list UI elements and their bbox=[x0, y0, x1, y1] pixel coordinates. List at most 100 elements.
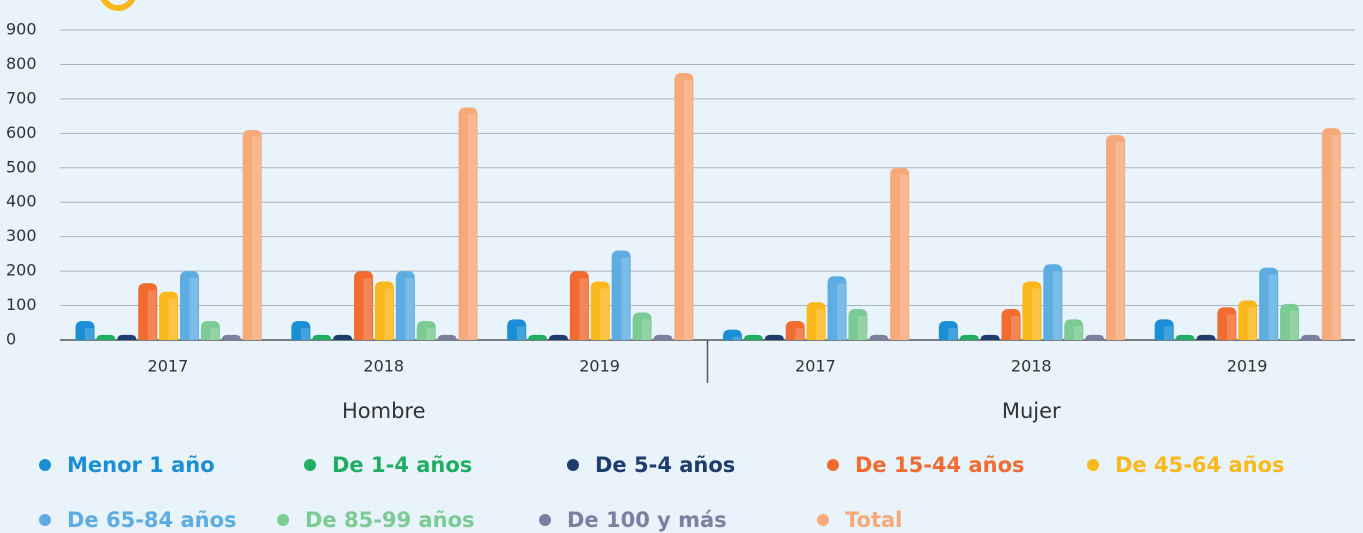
bar bbox=[1196, 334, 1216, 340]
bar bbox=[723, 329, 742, 340]
legend-label: De 5-4 años bbox=[595, 453, 735, 477]
y-tick-label: 600 bbox=[6, 123, 37, 142]
bar-highlight bbox=[147, 290, 157, 340]
bar bbox=[138, 283, 158, 340]
bar bbox=[743, 334, 763, 340]
bar-highlight bbox=[795, 328, 804, 340]
bar bbox=[890, 167, 910, 340]
legend-marker bbox=[39, 459, 51, 471]
bar bbox=[785, 321, 805, 340]
bar bbox=[674, 73, 694, 341]
bar-highlight bbox=[1268, 274, 1278, 340]
y-tick-label: 500 bbox=[6, 157, 37, 176]
bar bbox=[1085, 334, 1105, 340]
bar bbox=[590, 281, 610, 340]
legend-marker bbox=[539, 514, 551, 526]
y-tick-label: 100 bbox=[6, 295, 37, 314]
bar-highlight bbox=[468, 114, 477, 340]
legend-label: De 65-84 años bbox=[67, 508, 237, 532]
bar-highlight bbox=[189, 278, 198, 340]
bar-highlight bbox=[899, 174, 909, 340]
bar-highlight bbox=[252, 136, 261, 340]
bar bbox=[653, 334, 673, 340]
bar bbox=[1022, 281, 1042, 340]
x-tick-label: 2019 bbox=[1227, 357, 1268, 376]
bar bbox=[354, 271, 374, 340]
bar bbox=[827, 276, 847, 340]
bar bbox=[1175, 334, 1195, 340]
y-tick-label: 200 bbox=[6, 261, 37, 280]
bar bbox=[437, 334, 457, 340]
bar-highlight bbox=[1011, 316, 1020, 340]
bar-highlight bbox=[384, 288, 393, 340]
bar-highlight bbox=[1331, 135, 1340, 340]
bar-highlight bbox=[168, 298, 178, 340]
bar-highlight bbox=[642, 319, 651, 340]
bar bbox=[312, 334, 332, 340]
bar bbox=[458, 107, 478, 340]
legend-marker bbox=[304, 459, 316, 471]
bar-highlight bbox=[210, 328, 219, 340]
bar-highlight bbox=[363, 278, 373, 340]
bar bbox=[200, 321, 220, 340]
bar bbox=[117, 334, 137, 340]
bar-highlight bbox=[1052, 271, 1062, 340]
bar-highlight bbox=[516, 326, 526, 340]
bar bbox=[869, 334, 889, 340]
decoration bbox=[100, 0, 136, 11]
bar-highlight bbox=[621, 257, 630, 340]
x-tick-label: 2018 bbox=[363, 357, 404, 376]
bar bbox=[1259, 267, 1279, 340]
x-tick-label: 2019 bbox=[579, 357, 620, 376]
x-tick-label: 2017 bbox=[148, 357, 189, 376]
bar-highlight bbox=[732, 336, 741, 340]
bar bbox=[1280, 303, 1300, 340]
bar bbox=[1001, 309, 1021, 340]
bar-highlight bbox=[1226, 314, 1236, 340]
bar bbox=[632, 312, 652, 340]
legend-marker bbox=[39, 514, 51, 526]
bar-highlight bbox=[300, 328, 310, 340]
legend-marker bbox=[827, 459, 839, 471]
bar bbox=[159, 291, 179, 340]
bar bbox=[806, 302, 826, 340]
bar bbox=[180, 271, 199, 340]
bar bbox=[507, 319, 527, 340]
group-label: Mujer bbox=[1002, 399, 1061, 423]
legend-label: De 100 y más bbox=[567, 508, 727, 532]
y-tick-label: 0 bbox=[6, 330, 16, 349]
bar bbox=[528, 334, 548, 340]
y-tick-label: 700 bbox=[6, 88, 37, 107]
bar-highlight bbox=[85, 328, 94, 340]
bar bbox=[333, 334, 353, 340]
bar bbox=[291, 321, 311, 340]
bar bbox=[1321, 128, 1341, 340]
bar-highlight bbox=[1289, 310, 1299, 340]
bar bbox=[1154, 319, 1174, 340]
x-tick-label: 2018 bbox=[1011, 357, 1052, 376]
bar bbox=[1064, 319, 1084, 340]
bar bbox=[959, 334, 979, 340]
legend-marker bbox=[817, 514, 829, 526]
bar bbox=[374, 281, 394, 340]
legend-label: Menor 1 año bbox=[67, 453, 215, 477]
legend-label: De 45-64 años bbox=[1115, 453, 1285, 477]
bar bbox=[1217, 307, 1237, 340]
legend-label: De 15-44 años bbox=[855, 453, 1025, 477]
legend-label: De 85-99 años bbox=[305, 508, 475, 532]
y-tick-label: 300 bbox=[6, 226, 37, 245]
bar-highlight bbox=[1073, 326, 1083, 340]
bar-highlight bbox=[1247, 307, 1257, 340]
bar bbox=[569, 271, 589, 340]
bar-highlight bbox=[948, 328, 957, 340]
bar bbox=[416, 321, 436, 340]
x-tick-label: 2017 bbox=[795, 357, 836, 376]
bar bbox=[1043, 264, 1063, 340]
legend-label: Total bbox=[845, 508, 902, 532]
bar bbox=[96, 334, 116, 340]
bar bbox=[242, 129, 262, 340]
legend-marker bbox=[567, 459, 579, 471]
bar-highlight bbox=[405, 278, 414, 340]
group-label: Hombre bbox=[342, 399, 426, 423]
